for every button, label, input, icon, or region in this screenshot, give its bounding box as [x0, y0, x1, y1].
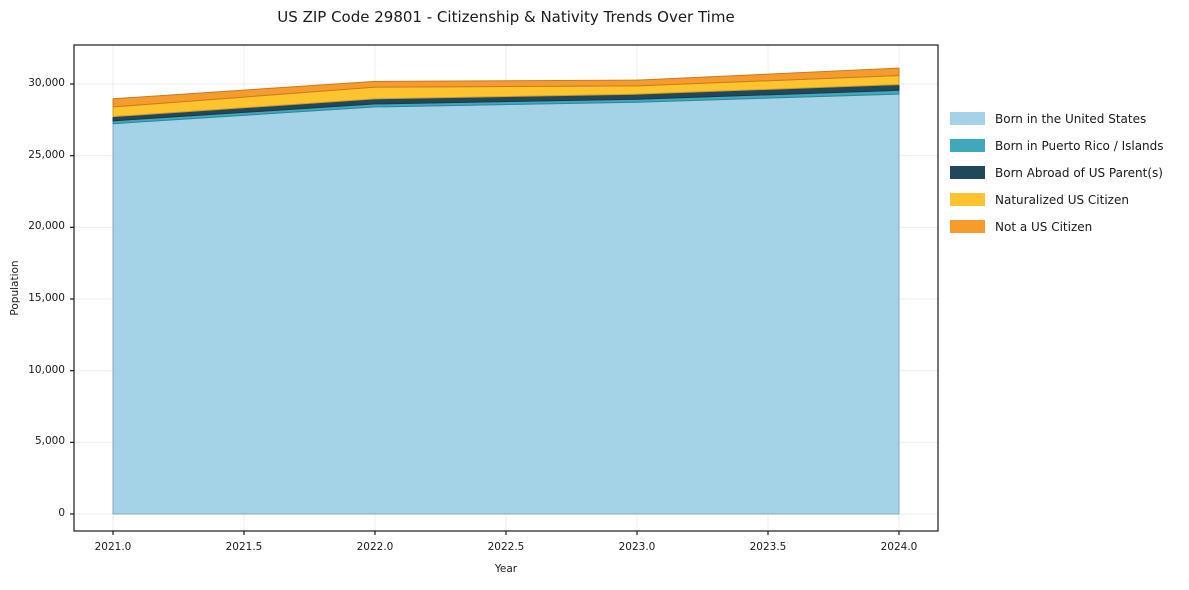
- x-tick-label: 2024.0: [880, 541, 918, 553]
- legend-swatch: [950, 166, 985, 179]
- area-series-4: [112, 67, 900, 108]
- legend-item: Born in Puerto Rico / Islands: [950, 132, 1164, 159]
- legend-label: Born Abroad of US Parent(s): [995, 165, 1163, 180]
- x-tick-label: 2023.0: [618, 541, 656, 553]
- legend-swatch: [950, 112, 985, 125]
- legend-label: Born in the United States: [995, 111, 1147, 126]
- legend-label: Naturalized US Citizen: [995, 192, 1129, 207]
- y-tick-label: 5,000: [34, 435, 65, 448]
- y-tick-label: 0: [58, 507, 65, 519]
- area-series-0: [112, 93, 900, 515]
- chart-title: US ZIP Code 29801 - Citizenship & Nativi…: [277, 8, 735, 26]
- legend-swatch: [950, 139, 985, 152]
- y-tick-label: 25,000: [28, 148, 65, 161]
- x-tick-label: 2021.0: [94, 541, 132, 553]
- y-tick-label: 10,000: [28, 363, 65, 376]
- legend-swatch: [950, 193, 985, 206]
- legend-swatch: [950, 220, 985, 233]
- y-axis-label: Population: [9, 260, 21, 316]
- x-tick-label: 2022.0: [356, 541, 394, 553]
- legend-label: Born in Puerto Rico / Islands: [995, 138, 1164, 153]
- x-tick-label: 2021.5: [225, 541, 263, 553]
- legend-item: Not a US Citizen: [950, 213, 1164, 240]
- x-axis-label: Year: [494, 563, 518, 575]
- y-tick-label: 15,000: [28, 292, 65, 304]
- legend-item: Naturalized US Citizen: [950, 186, 1164, 213]
- y-tick-label: 20,000: [28, 220, 65, 233]
- x-tick-label: 2022.5: [487, 541, 525, 553]
- x-tick-label: 2023.5: [749, 541, 787, 553]
- legend-item: Born Abroad of US Parent(s): [950, 159, 1164, 186]
- legend-item: Born in the United States: [950, 105, 1164, 132]
- legend-label: Not a US Citizen: [995, 219, 1093, 234]
- y-tick-label: 30,000: [28, 77, 65, 89]
- legend: Born in the United States Born in Puerto …: [950, 105, 1164, 240]
